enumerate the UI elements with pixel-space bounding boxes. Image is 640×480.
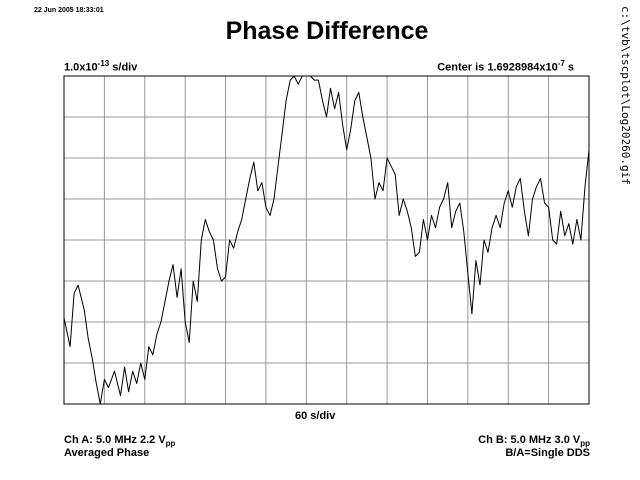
center-exponent: -7	[557, 59, 565, 68]
y-scale-label: 1.0x10-13 s/div	[64, 59, 137, 74]
chart-title: Phase Difference	[225, 17, 429, 45]
averaging-mode-label: Averaged Phase	[64, 447, 150, 459]
x-axis-label: 60 s/div	[295, 410, 336, 422]
reference-label: B/A=Single DDS	[505, 447, 590, 459]
center-unit: s	[564, 61, 574, 74]
channel-b-label: Ch B: 5.0 MHz 3.0 Vpp	[478, 434, 590, 448]
channel-a-sub: pp	[165, 439, 176, 449]
center-label: Center is 1.6928984x10-7 s	[437, 59, 574, 74]
y-scale-unit: s/div	[109, 61, 138, 74]
timestamp: 22 Jun 2005 18:33:01	[34, 7, 104, 14]
channel-a-label: Ch A: 5.0 MHz 2.2 Vpp	[64, 434, 175, 448]
phase-series-line	[63, 75, 590, 405]
channel-b-sub: pp	[580, 439, 590, 449]
center-prefix: Center is 1.6928984x10	[437, 61, 558, 74]
channel-a-text: Ch A: 5.0 MHz 2.2 V	[64, 434, 166, 446]
y-scale-mantissa: 1.0x10	[64, 61, 98, 74]
plot-frame	[63, 75, 590, 405]
channel-b-text: Ch B: 5.0 MHz 3.0 V	[478, 434, 581, 446]
y-scale-exponent: -13	[97, 59, 110, 68]
